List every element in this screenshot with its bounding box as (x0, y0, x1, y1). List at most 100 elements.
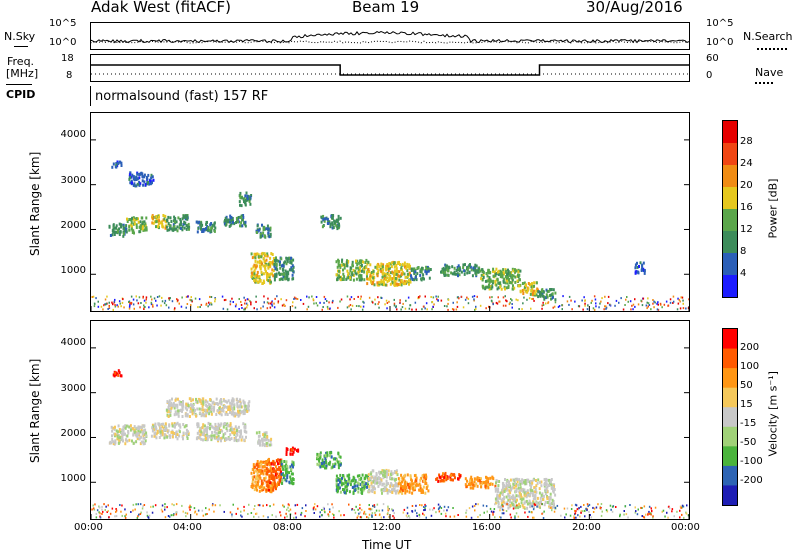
cell (387, 469, 390, 473)
cell (172, 223, 175, 227)
velocity-panel-patch-13 (435, 471, 462, 483)
cell (410, 478, 413, 481)
cell (369, 509, 372, 512)
cell (220, 413, 223, 417)
cell (372, 278, 375, 282)
cell (111, 507, 114, 510)
cell (325, 464, 328, 468)
cell (186, 214, 189, 218)
cell (476, 476, 479, 480)
cell (337, 478, 340, 482)
cell (131, 173, 134, 177)
cell (509, 504, 512, 508)
cell (137, 432, 140, 436)
power-panel-patch-18 (634, 261, 646, 275)
cell (118, 222, 121, 226)
cell (91, 296, 93, 298)
cell (121, 504, 123, 507)
cell (359, 507, 361, 510)
cell (524, 507, 526, 510)
cell (209, 422, 212, 426)
cell (515, 484, 517, 488)
cell (340, 514, 342, 517)
cell (406, 506, 409, 509)
cell (353, 482, 356, 486)
cell (319, 456, 322, 460)
cell (496, 270, 499, 274)
cell (669, 301, 672, 304)
cell (263, 281, 266, 284)
cell (212, 401, 215, 405)
cell (399, 482, 402, 486)
cell (255, 481, 258, 485)
cell (514, 515, 516, 518)
cell (328, 508, 331, 511)
cell (399, 301, 401, 304)
cell (103, 503, 105, 506)
cell (287, 506, 289, 509)
cell (448, 266, 451, 270)
cell (351, 273, 354, 277)
cell (266, 278, 268, 282)
cell (319, 511, 321, 514)
cell (280, 298, 282, 301)
cell (422, 485, 425, 489)
cell (181, 225, 184, 229)
cell (576, 508, 579, 511)
cell (275, 258, 278, 262)
cell (509, 513, 512, 516)
cell (352, 491, 355, 495)
cell (199, 433, 202, 437)
cell (140, 440, 143, 444)
cell (164, 425, 167, 429)
cell (499, 275, 502, 279)
cell (259, 469, 262, 473)
cell (393, 283, 396, 287)
cell (111, 429, 114, 433)
noise-tick-right-top: 10^5 (706, 18, 734, 29)
cell (437, 503, 440, 506)
cell (383, 486, 386, 489)
noise-tick-left-top: 10^5 (49, 18, 77, 29)
cell (358, 474, 361, 478)
cell (163, 217, 166, 221)
cell (414, 301, 417, 304)
cell (367, 516, 370, 519)
cell (419, 295, 421, 298)
cell (436, 476, 439, 480)
cell (457, 274, 459, 278)
cell (679, 505, 682, 508)
cell (378, 482, 381, 486)
cell (279, 458, 282, 462)
cell (266, 254, 269, 258)
cell (515, 494, 518, 498)
power-yticks: 4000 3000 2000 1000 (40, 112, 88, 310)
cell (324, 457, 327, 461)
cell (237, 507, 239, 510)
cell (497, 286, 500, 290)
cell (226, 308, 229, 311)
cell (369, 274, 372, 278)
cell (135, 226, 138, 229)
cell (466, 268, 469, 272)
cell (405, 280, 408, 283)
cell (582, 510, 584, 513)
cell (263, 469, 266, 473)
cell (132, 503, 135, 506)
cell (320, 464, 323, 468)
velocity-cb-tick-200: 200 (740, 342, 760, 353)
cell (378, 470, 381, 474)
cell (233, 436, 236, 440)
cell (632, 308, 634, 311)
cell (278, 476, 281, 480)
cell (523, 287, 526, 291)
cell (178, 423, 181, 427)
cell (255, 231, 258, 234)
cell (408, 273, 411, 277)
cell (352, 475, 355, 479)
cell (229, 303, 232, 306)
cell (184, 414, 187, 418)
cell (260, 234, 263, 238)
cell (266, 437, 269, 441)
cell (335, 273, 338, 277)
